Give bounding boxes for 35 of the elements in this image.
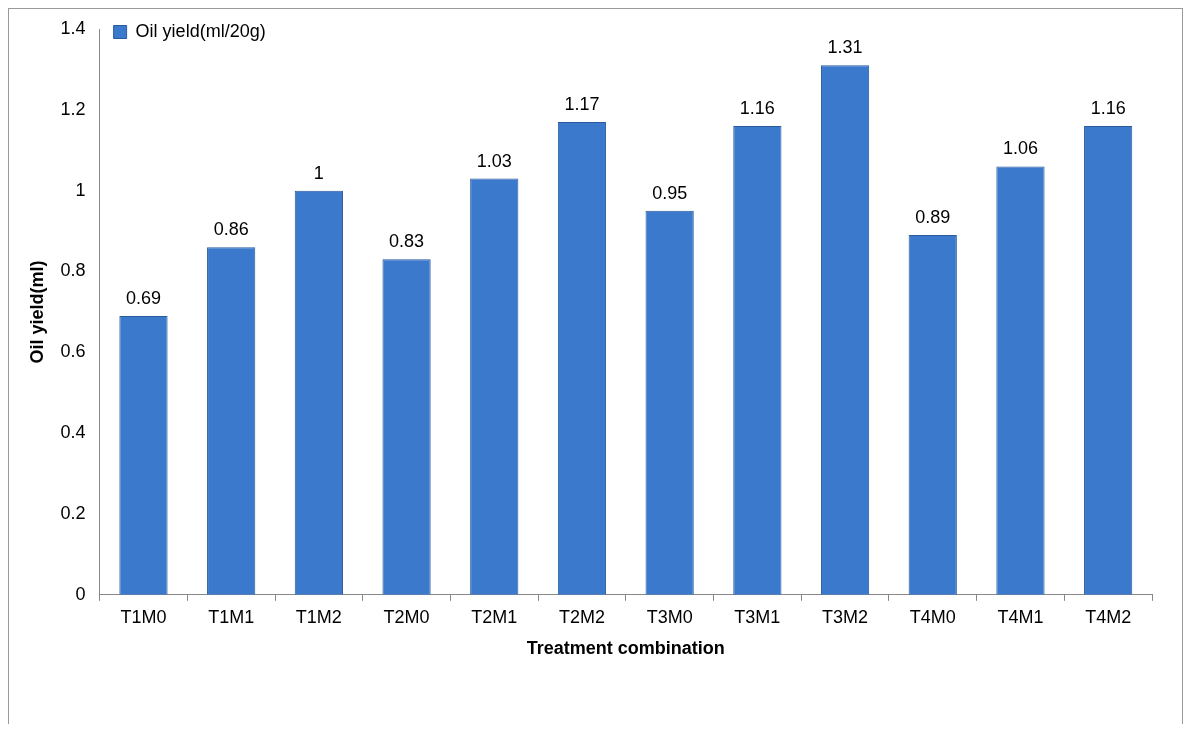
data-label: 1.06: [1002, 138, 1038, 159]
y-axis-title: Oil yield(ml): [26, 260, 47, 364]
x-tick-label: T3M2: [822, 606, 869, 627]
y-tick-label: 0.2: [60, 502, 86, 523]
x-tick-label: T4M0: [909, 606, 956, 627]
y-tick-label: 1.4: [60, 17, 86, 38]
data-label: 0.83: [389, 231, 425, 252]
data-label: 0.86: [213, 219, 249, 240]
y-tick-label: 1.2: [60, 98, 86, 119]
x-tick-label: T1M1: [208, 606, 255, 627]
data-label: 0.69: [125, 287, 161, 308]
data-label: 0.89: [915, 207, 951, 228]
x-tick-label: T3M1: [734, 606, 781, 627]
y-tick-label: 0.4: [60, 422, 86, 443]
x-axis-title: Treatment combination: [526, 638, 725, 659]
x-tick-label: T4M2: [1085, 606, 1132, 627]
x-tick-label: T3M0: [646, 606, 693, 627]
x-tick-label: T4M1: [997, 606, 1044, 627]
data-label: 1.03: [476, 150, 512, 171]
data-label: 1.17: [564, 93, 600, 114]
data-label: 0.95: [652, 182, 688, 203]
x-tick-label: T2M0: [383, 606, 430, 627]
data-label: 1: [313, 162, 324, 183]
x-tick-label: T1M2: [295, 606, 342, 627]
data-label: 1.16: [1090, 97, 1126, 118]
y-tick-label: 1: [75, 179, 86, 200]
x-tick-label: T2M2: [558, 606, 605, 627]
y-tick-label: 0.6: [60, 341, 86, 362]
data-label: 1.16: [739, 97, 775, 118]
legend-label: Oil yield(ml/20g): [135, 20, 266, 41]
x-tick-label: T1M0: [120, 606, 167, 627]
data-label: 1.31: [827, 37, 863, 58]
y-tick-label: 0.8: [60, 260, 86, 281]
y-tick-label: 0: [75, 583, 86, 604]
x-tick-label: T2M1: [471, 606, 518, 627]
